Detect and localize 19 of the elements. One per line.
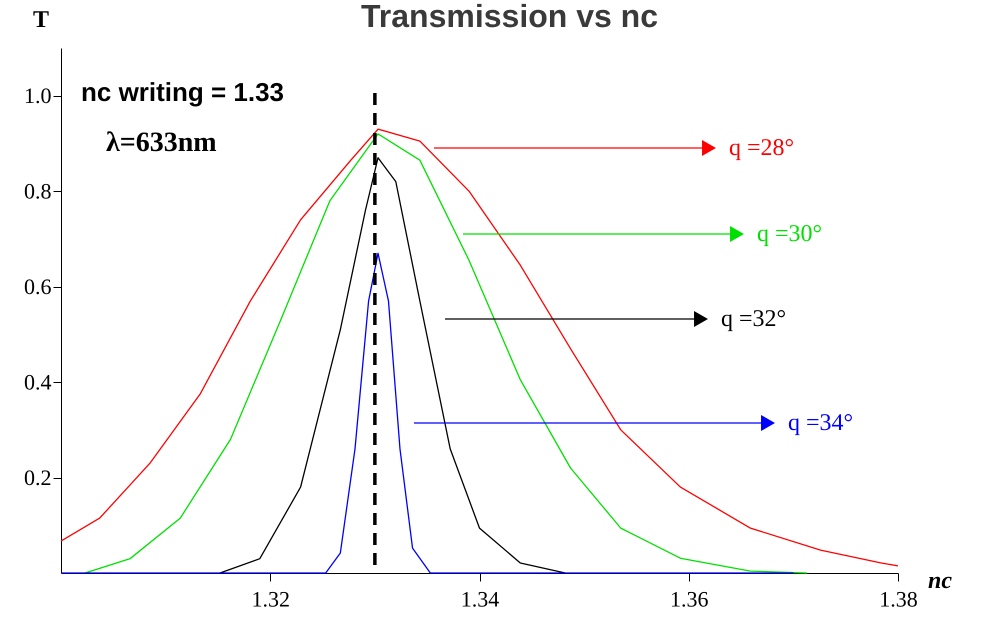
legend-label: q =30° bbox=[757, 221, 822, 247]
annotation: nc writing = 1.33 bbox=[81, 77, 284, 107]
y-tick-label: 0.2 bbox=[24, 465, 52, 490]
y-axis-title: T bbox=[32, 7, 50, 33]
x-tick-label: 1.36 bbox=[670, 586, 708, 612]
chart-title: Transmission vs nc bbox=[360, 0, 658, 34]
legend-label: q =32° bbox=[721, 306, 786, 332]
annotation: λ=633nm bbox=[106, 127, 217, 158]
x-tick-label: 1.32 bbox=[252, 586, 290, 612]
y-tick-label: 1.0 bbox=[24, 83, 52, 108]
y-tick-label: 0.4 bbox=[24, 370, 52, 395]
x-axis-title: nc bbox=[928, 568, 952, 594]
legend-label: q =28° bbox=[729, 135, 794, 161]
line-series bbox=[60, 128, 899, 566]
legend-label: q =34° bbox=[788, 410, 854, 436]
y-tick-label: 0.8 bbox=[24, 178, 52, 204]
x-tick-label: 1.38 bbox=[879, 586, 918, 612]
x-tick-label: 1.34 bbox=[460, 586, 500, 612]
y-tick-label: 0.6 bbox=[24, 274, 52, 300]
